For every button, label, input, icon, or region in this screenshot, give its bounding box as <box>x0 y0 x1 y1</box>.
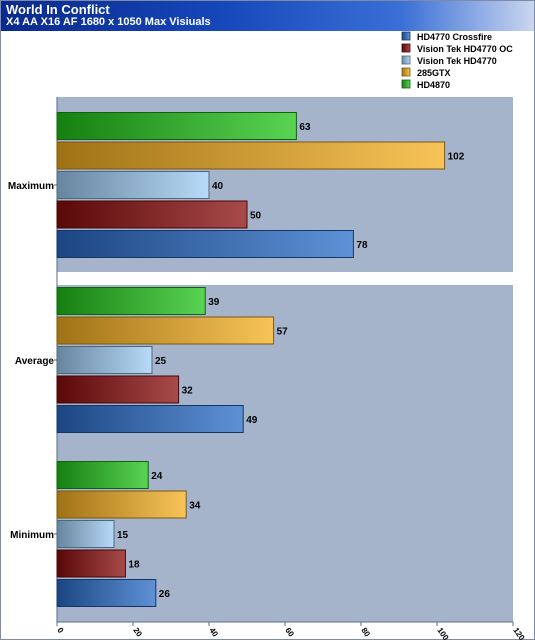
legend-swatch-285gtx <box>401 67 411 77</box>
bar-285gtx-minimum <box>56 490 187 519</box>
legend-label-hd4770-crossfire: HD4770 Crossfire <box>417 32 492 42</box>
chart-title: World In Conflict <box>6 2 110 17</box>
legend-swatch-hd4870 <box>401 79 411 89</box>
legend-label-285gtx: 285GTX <box>417 68 451 78</box>
x-tick-label: 80 <box>359 626 372 639</box>
data-label-hd4870-maximum: 63 <box>299 122 311 133</box>
category-label-maximum: Maximum <box>8 181 54 192</box>
legend-label-vision-tek-hd4770-oc: Vision Tek HD4770 OC <box>417 44 513 54</box>
bar-hd4770-crossfire-minimum <box>56 579 157 607</box>
category-label-minimum: Minimum <box>10 530 54 541</box>
data-label-285gtx-maximum: 102 <box>448 152 465 163</box>
legend-swatch-hd4770-crossfire <box>401 31 411 41</box>
title-bar: World In Conflict X4 AA X16 AF 1680 x 10… <box>1 1 534 31</box>
x-tick-label: 0 <box>55 626 65 635</box>
bar-vision-tek-hd4770-maximum <box>56 171 210 199</box>
legend-swatch-vision-tek-hd4770-oc <box>401 43 411 53</box>
data-label-hd4770-crossfire-average: 49 <box>246 415 258 426</box>
bar-hd4770-crossfire-maximum <box>56 230 354 258</box>
bar-vision-tek-hd4770-oc-average <box>56 375 180 404</box>
x-tick-label: 20 <box>131 626 144 639</box>
data-label-285gtx-average: 57 <box>277 327 289 338</box>
bar-hd4870-average <box>56 287 206 315</box>
data-label-vision-tek-hd4770-oc-minimum: 18 <box>128 560 140 571</box>
data-label-vision-tek-hd4770-average: 25 <box>155 356 167 367</box>
category-label-average: Average <box>15 356 55 367</box>
data-label-285gtx-minimum: 34 <box>189 501 201 512</box>
legend-label-hd4870: HD4870 <box>417 80 450 90</box>
legend-swatch-vision-tek-hd4770 <box>401 55 411 65</box>
bar-hd4770-crossfire-average <box>56 405 244 433</box>
legend-label-vision-tek-hd4770: Vision Tek HD4770 <box>417 56 497 66</box>
x-tick-label: 60 <box>283 626 296 639</box>
bar-285gtx-maximum <box>56 141 446 170</box>
data-label-vision-tek-hd4770-maximum: 40 <box>212 181 224 192</box>
data-label-vision-tek-hd4770-oc-maximum: 50 <box>250 211 262 222</box>
chart-subtitle: X4 AA X16 AF 1680 x 1050 Max Visiuals <box>6 16 211 28</box>
data-label-hd4870-average: 39 <box>208 297 220 308</box>
bar-vision-tek-hd4770-average <box>56 346 153 374</box>
bar-vision-tek-hd4770-minimum <box>56 520 115 548</box>
bar-285gtx-average <box>56 316 275 345</box>
bar-hd4870-maximum <box>56 112 297 140</box>
data-label-vision-tek-hd4770-minimum: 15 <box>117 530 129 541</box>
x-tick-label: 100 <box>435 626 450 640</box>
data-label-vision-tek-hd4770-oc-average: 32 <box>182 386 194 397</box>
bar-hd4870-minimum <box>56 461 149 489</box>
x-tick-label: 120 <box>511 626 526 640</box>
x-tick-label: 40 <box>207 626 220 639</box>
data-label-hd4870-minimum: 24 <box>151 471 163 482</box>
data-label-hd4770-crossfire-maximum: 78 <box>356 240 368 251</box>
bar-vision-tek-hd4770-oc-maximum <box>56 200 248 229</box>
bar-vision-tek-hd4770-oc-minimum <box>56 549 126 578</box>
data-label-hd4770-crossfire-minimum: 26 <box>159 589 171 600</box>
